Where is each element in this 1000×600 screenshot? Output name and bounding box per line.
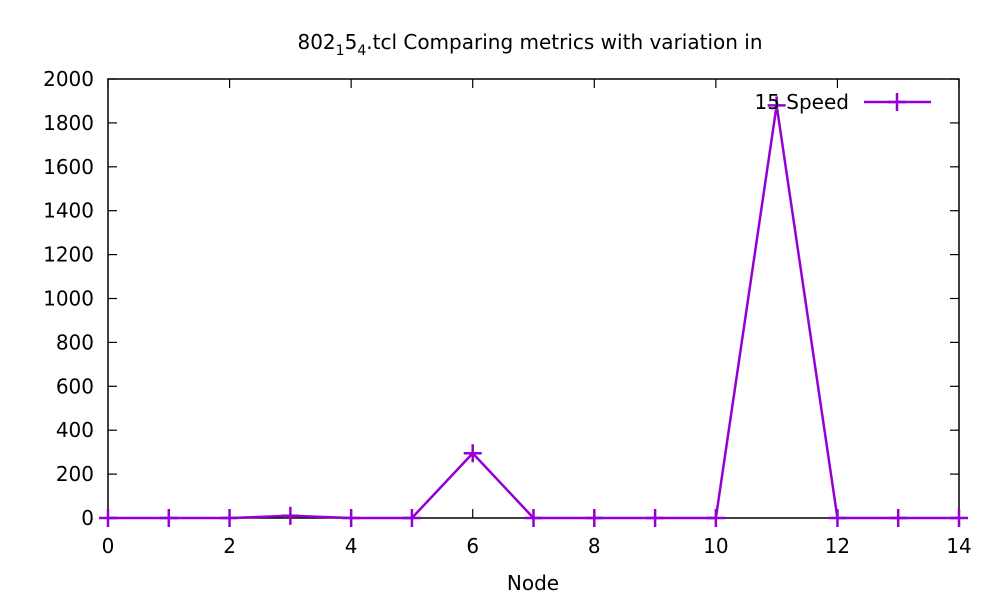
data-point bbox=[159, 509, 178, 527]
series-layer bbox=[99, 96, 968, 527]
x-tick-label: 6 bbox=[466, 534, 479, 558]
x-tick-label: 0 bbox=[102, 534, 115, 558]
data-point bbox=[828, 509, 847, 527]
y-tick-label: 0 bbox=[81, 506, 94, 530]
plot-frame bbox=[107, 78, 960, 519]
chart-title-mid: 5 bbox=[345, 30, 358, 54]
y-tick-label: 1200 bbox=[43, 243, 94, 267]
x-axis: 0 2 4 6 8 10 12 14 bbox=[102, 79, 972, 558]
data-point bbox=[220, 509, 239, 527]
data-point bbox=[767, 96, 786, 115]
y-tick-label: 1800 bbox=[43, 111, 94, 135]
chart-title-sub2: 4 bbox=[357, 43, 366, 59]
x-tick-label: 14 bbox=[946, 534, 971, 558]
x-tick-label: 12 bbox=[825, 534, 850, 558]
series-line bbox=[108, 105, 959, 520]
x-tick-label: 2 bbox=[223, 534, 236, 558]
legend: 15 Speed bbox=[754, 90, 931, 114]
data-point bbox=[342, 509, 361, 527]
y-tick-label: 800 bbox=[56, 330, 94, 354]
data-point bbox=[950, 509, 968, 527]
data-point bbox=[585, 509, 604, 527]
data-point bbox=[889, 509, 908, 527]
chart-title-suffix: .tcl Comparing metrics with variation in bbox=[366, 30, 762, 54]
data-point bbox=[524, 509, 543, 527]
x-tick-label: 4 bbox=[345, 534, 358, 558]
x-axis-label: Node bbox=[507, 571, 559, 595]
data-point bbox=[99, 509, 117, 527]
x-tick-label: 8 bbox=[588, 534, 601, 558]
y-axis: 0 200 400 600 800 1000 1200 1400 1600 1800 2000 bbox=[43, 67, 959, 530]
y-tick-label: 1000 bbox=[43, 287, 94, 311]
y-tick-label: 1400 bbox=[43, 199, 94, 223]
data-point bbox=[281, 506, 300, 525]
x-tick-label: 10 bbox=[703, 534, 728, 558]
y-tick-label: 400 bbox=[56, 418, 94, 442]
data-point bbox=[706, 509, 725, 527]
data-point bbox=[402, 509, 421, 527]
chart-title: 802154.tcl Comparing metrics with variat… bbox=[297, 30, 762, 59]
y-tick-label: 2000 bbox=[43, 67, 94, 91]
data-point bbox=[463, 444, 482, 463]
chart-title-sub1: 1 bbox=[336, 43, 345, 59]
legend-marker bbox=[888, 93, 906, 111]
legend-label: 15 Speed bbox=[754, 90, 849, 114]
y-tick-label: 600 bbox=[56, 374, 94, 398]
chart-title-prefix: 802 bbox=[297, 30, 335, 54]
y-tick-label: 200 bbox=[56, 462, 94, 486]
data-point bbox=[646, 509, 665, 527]
y-tick-label: 1600 bbox=[43, 155, 94, 179]
